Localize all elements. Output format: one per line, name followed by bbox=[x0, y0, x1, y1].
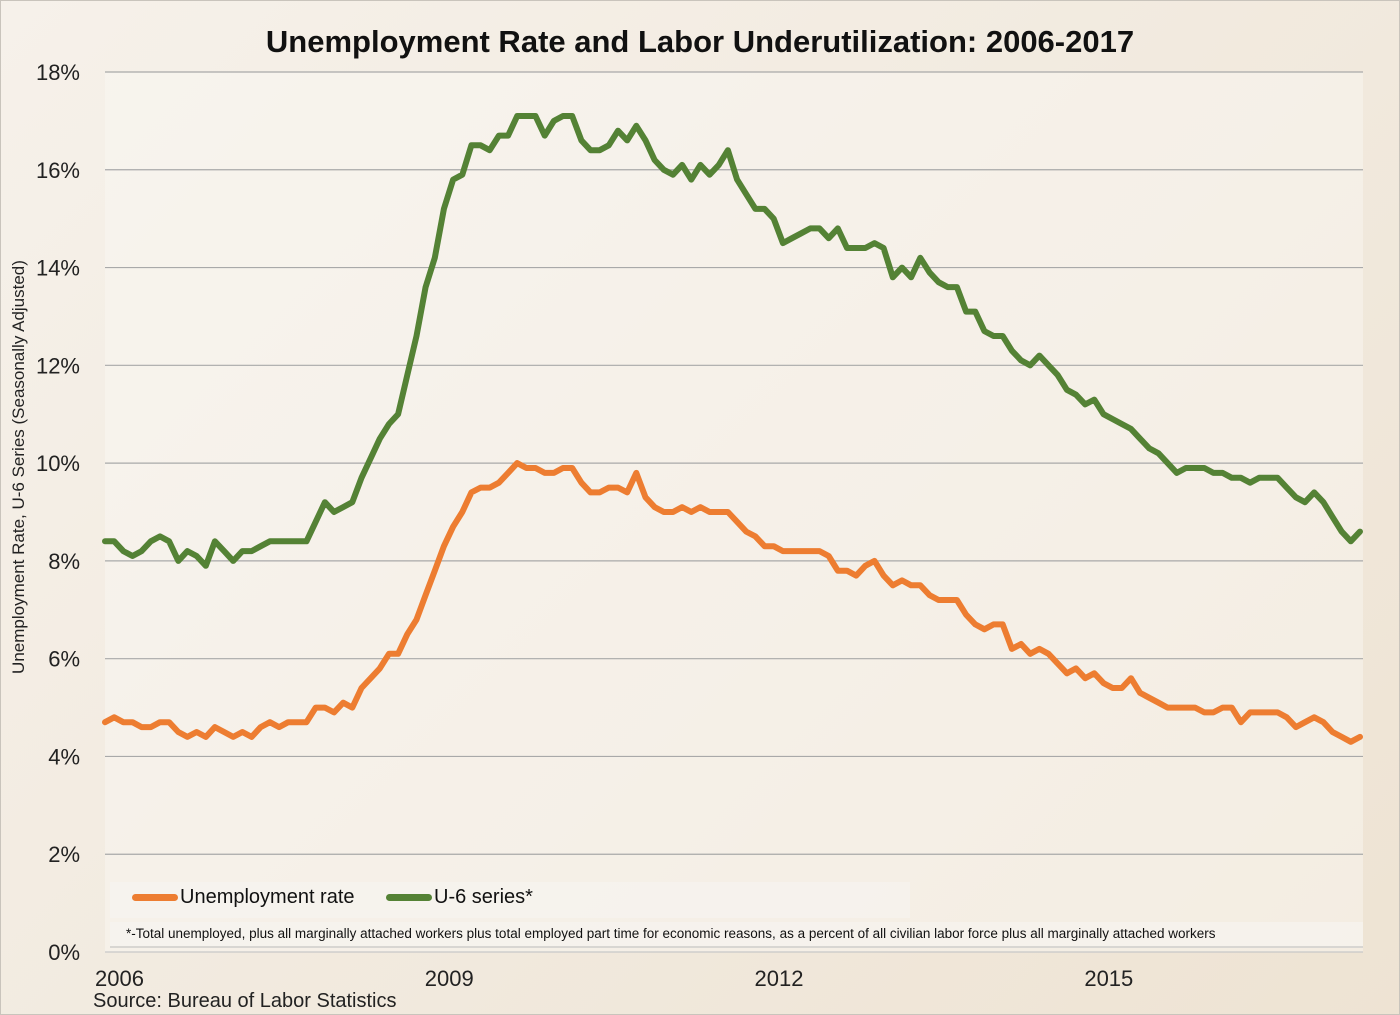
y-tick-label: 16% bbox=[36, 158, 80, 183]
series-line-unemployment-rate bbox=[102, 460, 1363, 745]
legend-swatch-orange bbox=[132, 894, 178, 901]
chart-title: Unemployment Rate and Labor Underutiliza… bbox=[265, 24, 1135, 59]
x-tick-label: 2006 bbox=[95, 966, 144, 991]
y-tick-label: 6% bbox=[48, 647, 80, 672]
y-tick-label: 0% bbox=[48, 940, 80, 965]
footnote: *-Total unemployed, plus all marginally … bbox=[110, 922, 1363, 948]
legend: Unemployment rate U-6 series* bbox=[110, 882, 910, 918]
source-note: Source: Bureau of Labor Statistics bbox=[93, 990, 397, 1012]
y-tick-label: 8% bbox=[48, 549, 80, 574]
y-tick-label: 2% bbox=[48, 842, 80, 867]
plot-background bbox=[105, 72, 1363, 952]
legend-item-u6: U-6 series* bbox=[386, 886, 533, 909]
y-tick-label: 10% bbox=[36, 451, 80, 476]
legend-label: Unemployment rate bbox=[180, 886, 355, 908]
legend-item-unemployment: Unemployment rate bbox=[132, 886, 355, 909]
series-line-u6 bbox=[102, 113, 1363, 569]
legend-swatch-green bbox=[386, 894, 432, 901]
legend-label: U-6 series* bbox=[434, 886, 533, 908]
y-tick-label: 12% bbox=[36, 353, 80, 378]
y-tick-label: 4% bbox=[48, 744, 80, 769]
y-tick-label: 18% bbox=[36, 60, 80, 85]
y-tick-label: 14% bbox=[36, 256, 80, 281]
x-tick-label: 2012 bbox=[755, 966, 804, 991]
x-tick-label: 2009 bbox=[425, 966, 474, 991]
x-tick-label: 2015 bbox=[1084, 966, 1133, 991]
